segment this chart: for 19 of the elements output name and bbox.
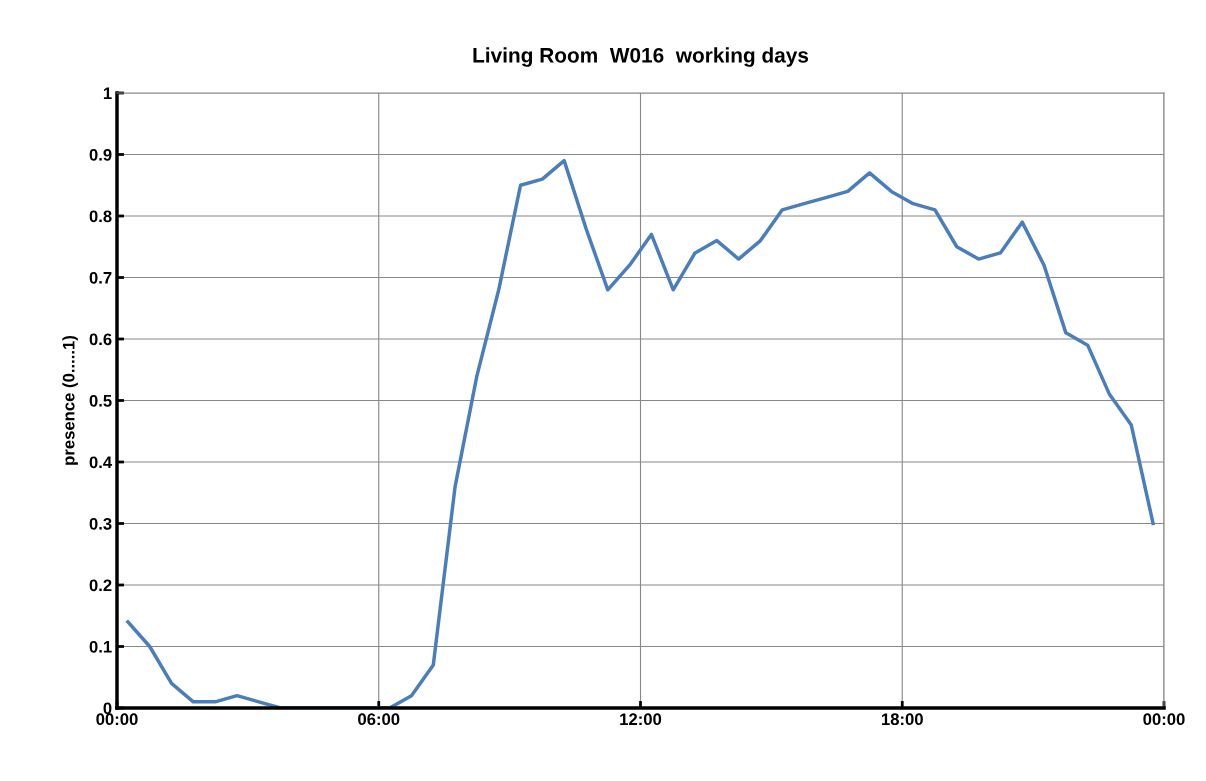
y-tick-label: 1: [103, 87, 112, 100]
y-tick-label: 0.4: [89, 456, 113, 469]
x-tick-label: 18:00: [881, 713, 923, 726]
y-tick-label: 0: [103, 702, 112, 715]
y-tick-label: 0.9: [89, 148, 112, 161]
y-tick-label: 0.2: [89, 579, 112, 592]
line-series: [126, 158, 1155, 708]
y-axis-title: presence (0.....1): [62, 336, 78, 465]
y-tick-label: 0.5: [89, 394, 112, 407]
chart-title: Living Room W016 working days: [473, 47, 809, 67]
x-tick-label: 00:00: [96, 713, 138, 726]
y-tick-label: 0.1: [89, 640, 112, 653]
x-tick-label: 12:00: [620, 713, 662, 726]
y-tick-label: 0.3: [89, 517, 112, 530]
y-tick-label: 0.8: [89, 210, 112, 223]
x-tick-label: 06:00: [358, 713, 400, 726]
x-tick-label: 00:00: [1143, 713, 1185, 726]
y-tick-label: 0.6: [89, 333, 112, 346]
y-tick-label: 0.7: [89, 271, 112, 284]
